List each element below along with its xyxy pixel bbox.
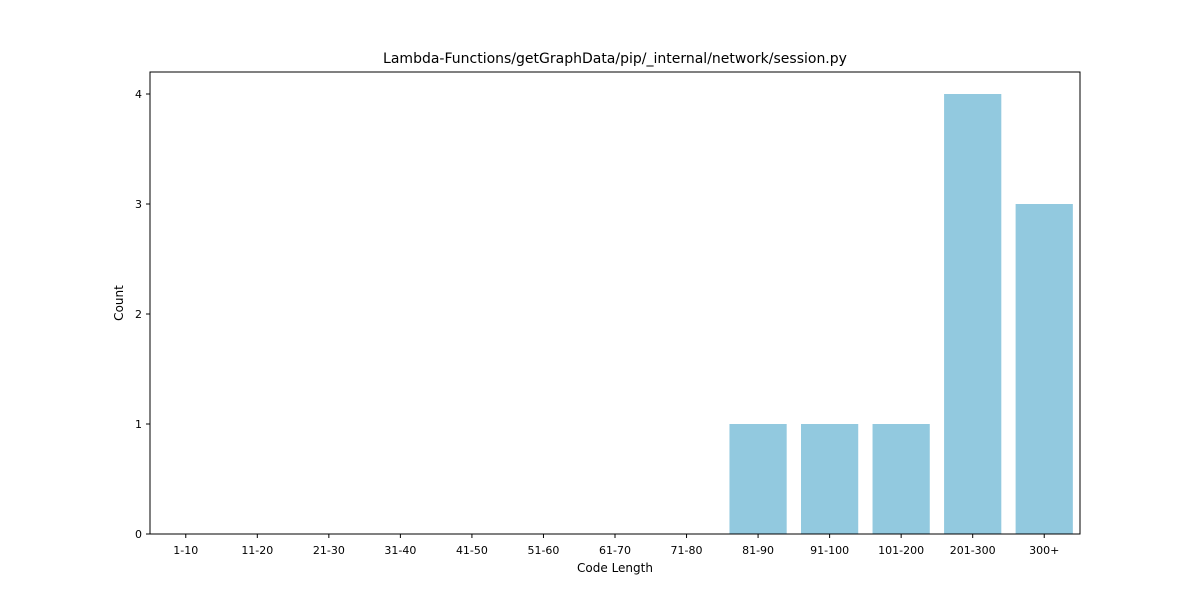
- x-tick-label: 1-10: [173, 544, 198, 557]
- x-axis-ticks: 1-10 11-20 21-30 31-40 41-50 51-60 61-70 71-80 8…: [173, 534, 1059, 557]
- plot-area-frame: [149, 71, 1081, 535]
- bar-81-90: [729, 424, 787, 534]
- y-tick-label: 2: [135, 308, 142, 321]
- y-axis-ticks: 0 1 2 3 4: [135, 88, 150, 541]
- bars-group: [729, 94, 1073, 534]
- y-tick-label: 4: [135, 88, 142, 101]
- bar-91-100: [801, 424, 859, 534]
- x-tick-label: 101-200: [878, 544, 924, 557]
- x-tick-label: 91-100: [810, 544, 849, 557]
- x-tick-label: 51-60: [527, 544, 559, 557]
- x-tick-label: 81-90: [742, 544, 774, 557]
- y-axis-label: Count: [112, 285, 126, 321]
- bar-300+: [1015, 204, 1073, 534]
- x-tick-label: 201-300: [950, 544, 996, 557]
- x-tick-label: 11-20: [241, 544, 273, 557]
- bar-201-300: [944, 94, 1002, 534]
- x-tick-label: 21-30: [313, 544, 345, 557]
- x-axis-label: Code Length: [577, 561, 653, 575]
- chart-title: Lambda-Functions/getGraphData/pip/_inter…: [383, 51, 847, 67]
- x-tick-label: 71-80: [671, 544, 703, 557]
- x-tick-label: 300+: [1029, 544, 1059, 557]
- bar-101-200: [872, 424, 930, 534]
- x-tick-label: 41-50: [456, 544, 488, 557]
- y-tick-label: 1: [135, 418, 142, 431]
- x-tick-label: 61-70: [599, 544, 631, 557]
- y-tick-label: 3: [135, 198, 142, 211]
- y-tick-label: 0: [135, 528, 142, 541]
- x-tick-label: 31-40: [384, 544, 416, 557]
